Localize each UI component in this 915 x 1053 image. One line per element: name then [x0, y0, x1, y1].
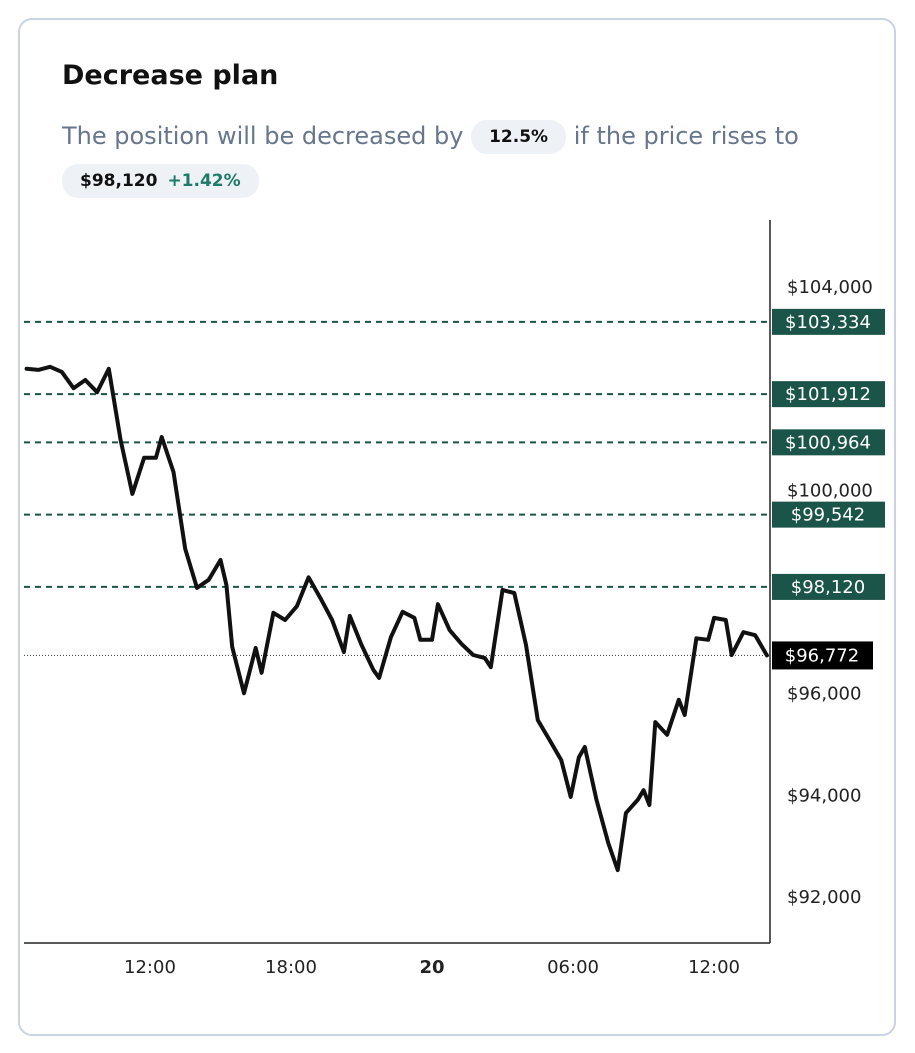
- percent-chip: 12.5%: [471, 120, 567, 154]
- x-tick-label: 20: [419, 957, 444, 978]
- level-label-box: [772, 429, 885, 456]
- current-label-box: [772, 641, 873, 670]
- level-label-box: [772, 381, 885, 408]
- level-label-box: [772, 573, 885, 600]
- level-label-box: [772, 308, 885, 335]
- x-tick-label: 12:00: [688, 957, 740, 978]
- level-label: $99,542: [791, 505, 865, 526]
- x-tick-label: 12:00: [124, 957, 176, 978]
- level-label: $103,334: [785, 312, 871, 333]
- level-label: $100,964: [785, 432, 871, 453]
- x-tick-label: 06:00: [547, 957, 599, 978]
- description-end: if the price rises to: [573, 122, 799, 150]
- level-label: $101,912: [785, 384, 871, 405]
- y-tick-label: $96,000: [787, 684, 861, 705]
- description-start: The position will be decreased by: [62, 122, 464, 150]
- target-price: $98,120: [80, 171, 158, 191]
- y-tick-label: $100,000: [787, 480, 873, 501]
- y-tick-label: $104,000: [787, 277, 873, 298]
- y-tick-label: $94,000: [787, 785, 861, 806]
- level-label-box: [772, 501, 885, 528]
- level-label: $98,120: [791, 577, 865, 598]
- x-tick-label: 18:00: [265, 957, 317, 978]
- price-chip: $98,120 +1.42%: [62, 164, 259, 198]
- price-line: [24, 364, 769, 873]
- card: [18, 18, 896, 1036]
- target-change: +1.42%: [167, 171, 241, 191]
- description: The position will be decreased by 12.5% …: [62, 114, 862, 202]
- title: Decrease plan: [62, 60, 279, 91]
- y-tick-label: $92,000: [787, 887, 861, 908]
- current-label: $96,772: [785, 645, 859, 666]
